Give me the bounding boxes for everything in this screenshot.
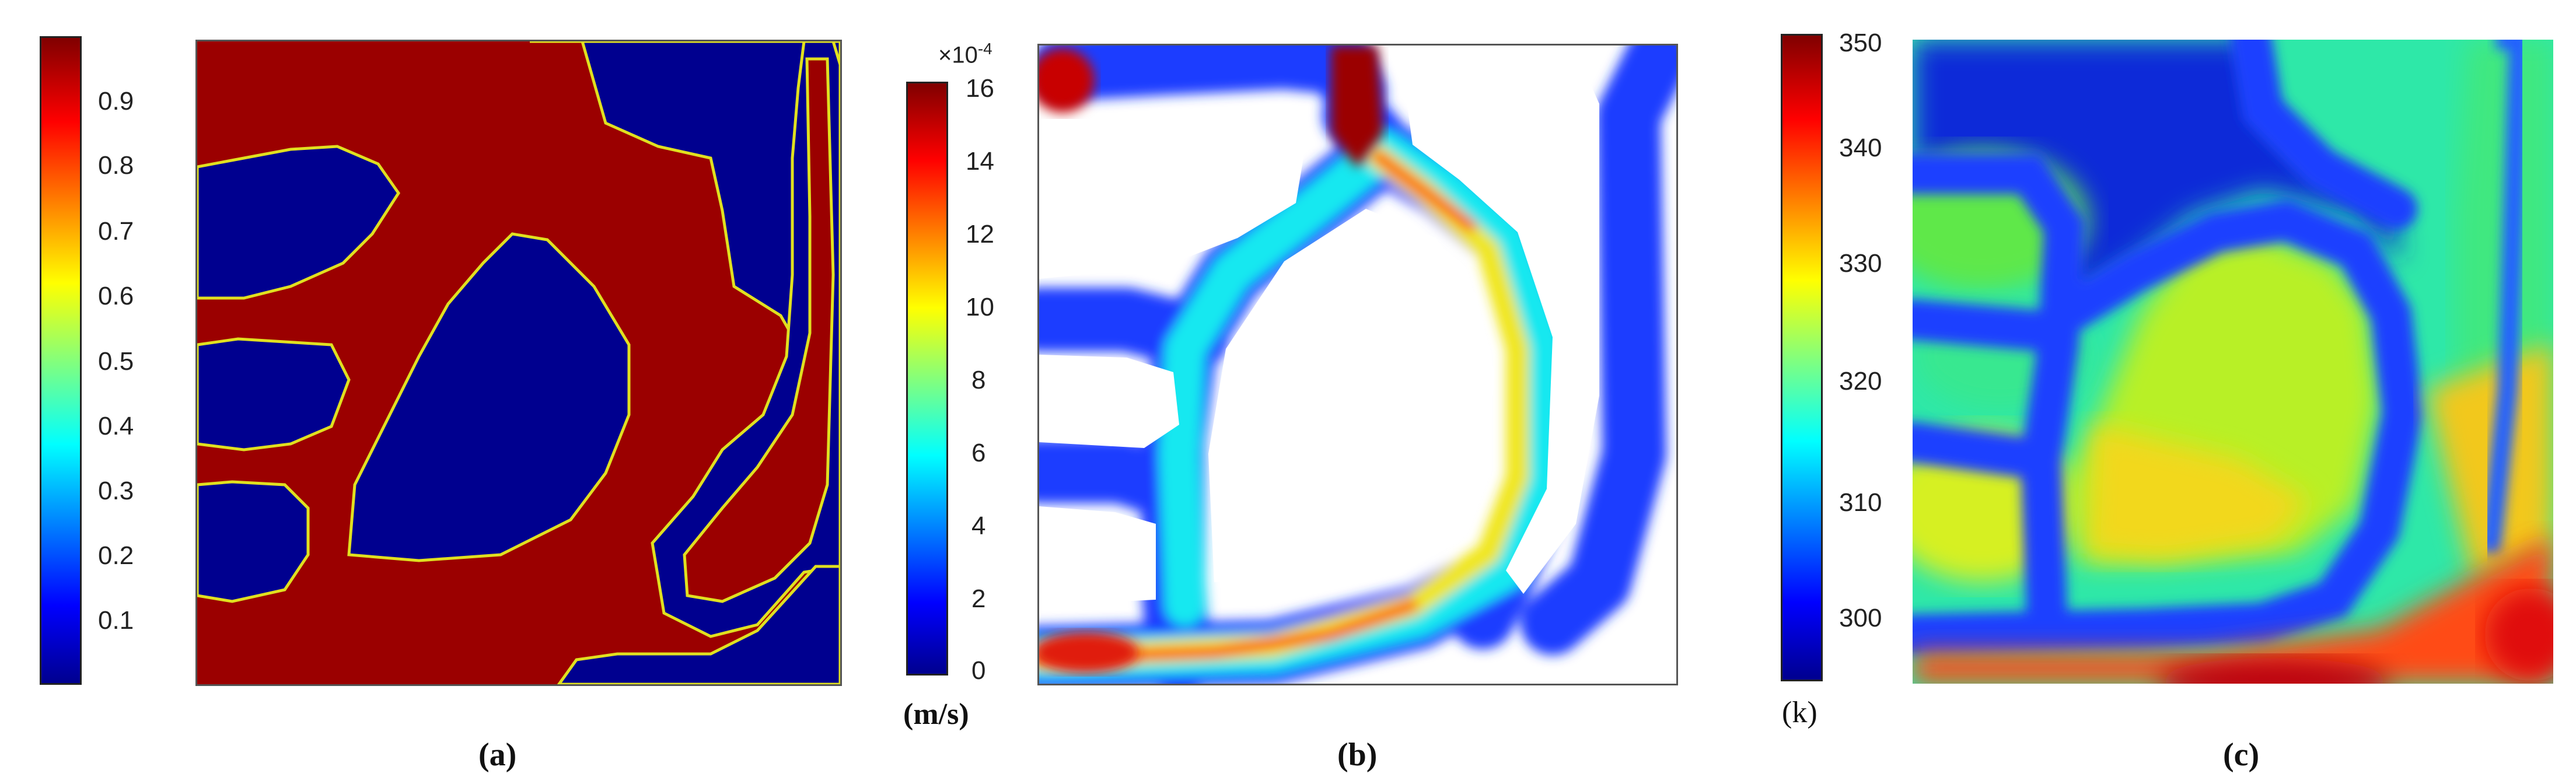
panel-a-field-plot (195, 40, 842, 686)
panel-c-tick: 300 (1839, 604, 1882, 632)
panel-a-tick: 0.8 (98, 151, 134, 180)
panel-b-tick: 14 (966, 147, 994, 176)
panel-a-tick: 0.7 (98, 217, 134, 246)
panel-c-tick: 350 (1839, 29, 1882, 57)
panel-c-temperature-plot (1913, 40, 2553, 684)
panel-b-colorbar (906, 82, 948, 676)
panel-a-tick: 0.2 (98, 541, 134, 570)
panel-b-tick: 10 (966, 293, 994, 321)
panel-b-tick: 4 (971, 512, 986, 540)
panel-b-exponent: ×10-4 (938, 40, 992, 68)
panel-b-velocity-plot (1037, 44, 1678, 685)
panel-a-tick: 0.6 (98, 282, 134, 310)
panel-c-tick: 330 (1839, 249, 1882, 278)
panel-a-tick: 0.3 (98, 477, 134, 505)
panel-a-tick: 0.1 (98, 606, 134, 635)
panel-b-exponent-prefix: ×10 (938, 42, 978, 68)
panel-a-tick: 0.9 (98, 87, 134, 116)
panel-b-tick: 2 (971, 584, 986, 613)
panel-b-tick: 12 (966, 220, 994, 249)
panel-b-exponent-power: -4 (977, 40, 992, 58)
panel-c-unit: (k) (1782, 696, 1817, 729)
panel-b-tick: 0 (971, 656, 986, 685)
panel-b-tick: 6 (971, 439, 986, 467)
panel-a-caption: (a) (478, 737, 517, 773)
panel-c-tick: 310 (1839, 488, 1882, 517)
panel-b-tick: 16 (966, 74, 994, 103)
panel-a-colorbar (40, 36, 82, 685)
panel-c-colorbar (1781, 34, 1823, 681)
panel-a-tick: 0.4 (98, 412, 134, 440)
panel-b-caption: (b) (1337, 737, 1378, 773)
panel-c-caption: (c) (2223, 737, 2260, 773)
panel-b-tick: 8 (971, 366, 986, 394)
panel-b-unit: (m/s) (903, 698, 969, 731)
panel-c-tick: 340 (1839, 134, 1882, 162)
panel-a-tick: 0.5 (98, 347, 134, 376)
panel-c-tick: 320 (1839, 367, 1882, 396)
